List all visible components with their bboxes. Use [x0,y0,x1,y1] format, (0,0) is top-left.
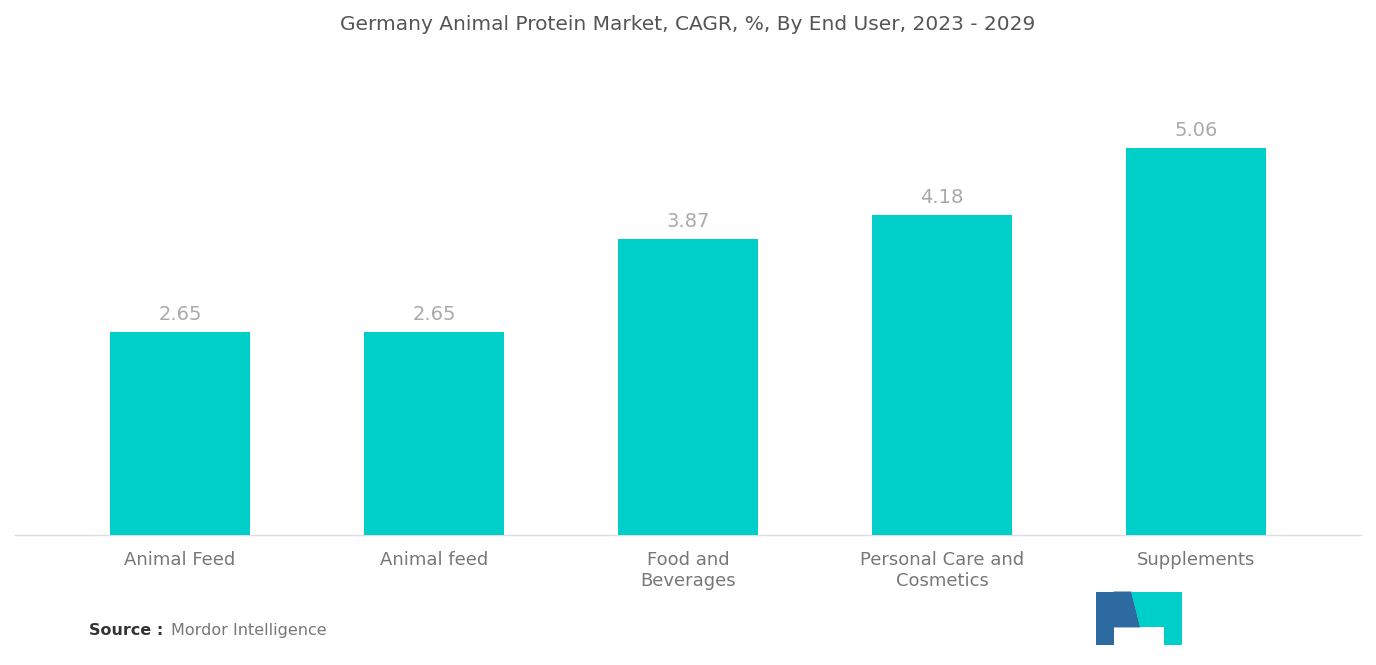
Text: 2.65: 2.65 [158,305,202,325]
Title: Germany Animal Protein Market, CAGR, %, By End User, 2023 - 2029: Germany Animal Protein Market, CAGR, %, … [340,15,1036,34]
Polygon shape [1113,592,1141,628]
Bar [618,239,758,535]
Text: Mordor Intelligence: Mordor Intelligence [171,623,326,638]
Text: 4.18: 4.18 [921,188,963,207]
Text: 5.06: 5.06 [1174,121,1218,140]
Text: 2.65: 2.65 [413,305,455,325]
Bar [365,332,504,535]
Polygon shape [1164,592,1182,645]
Polygon shape [1095,592,1113,645]
Bar [110,332,250,535]
Polygon shape [1131,592,1146,628]
Bar [1126,148,1266,535]
Polygon shape [1146,592,1164,628]
Text: Source :: Source : [89,623,164,638]
Text: 3.87: 3.87 [666,212,710,231]
Bar [872,215,1011,535]
